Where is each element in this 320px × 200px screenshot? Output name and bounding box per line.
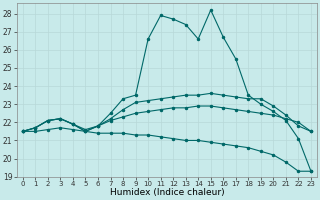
X-axis label: Humidex (Indice chaleur): Humidex (Indice chaleur) (109, 188, 224, 197)
